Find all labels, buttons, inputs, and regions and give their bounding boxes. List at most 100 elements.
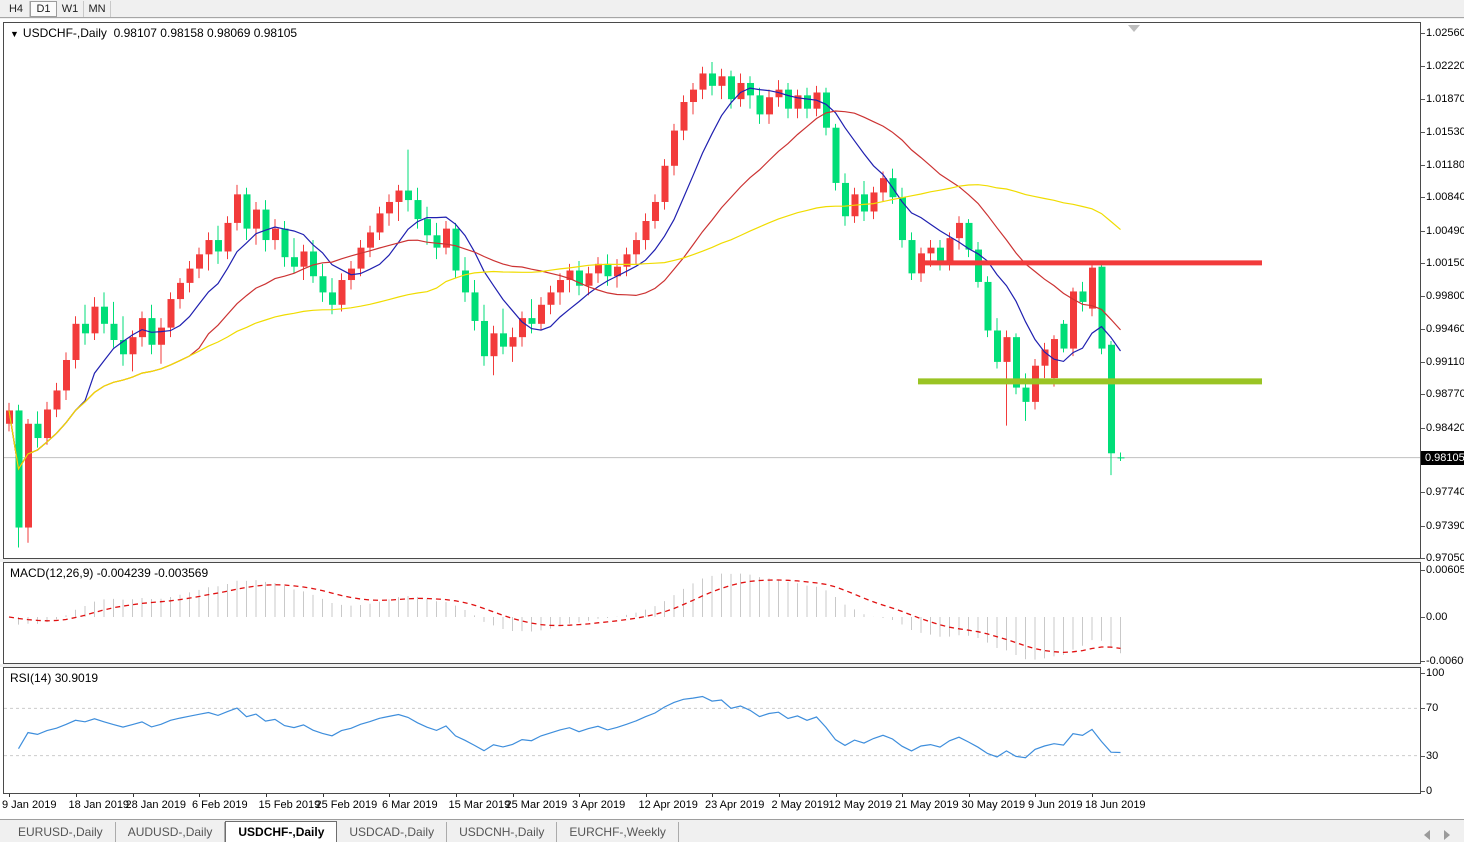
timeframe-toolbar: H4 D1 W1 MN: [0, 0, 1464, 18]
rsi-pane[interactable]: RSI(14) 30.9019: [3, 667, 1421, 794]
tab-eurusd-daily[interactable]: EURUSD-,Daily: [6, 822, 116, 842]
date-axis-tick: [9, 794, 10, 797]
rsi-axis-tick: [1421, 755, 1425, 757]
macd-canvas[interactable]: [4, 563, 1420, 663]
date-axis-label: 9 Jan 2019: [2, 799, 57, 811]
macd-pane[interactable]: MACD(12,26,9) -0.004239 -0.003569: [3, 562, 1421, 664]
chart-tab-bar: EURUSD-,Daily AUDUSD-,Daily USDCHF-,Daily U…: [0, 820, 1464, 842]
macd-axis-tick: [1421, 617, 1425, 618]
date-axis-label: 9 Jun 2019: [1028, 799, 1083, 811]
pane-splitter[interactable]: [0, 664, 1421, 667]
macd-axis-label: -0.006096: [1426, 655, 1464, 667]
price-axis-label: 1.01180: [1426, 158, 1464, 171]
price-axis-label: 0.98420: [1426, 421, 1464, 434]
symbol-dropdown-icon[interactable]: ▼: [10, 29, 19, 39]
price-axis-tick: [1421, 262, 1425, 264]
date-axis-tick: [712, 794, 713, 797]
price-axis-tick: [1421, 164, 1425, 166]
date-axis-label: 30 May 2019: [961, 799, 1026, 811]
date-axis-tick: [902, 794, 903, 797]
rsi-axis-tick: [1421, 673, 1425, 674]
date-axis-tick: [968, 794, 970, 797]
chart-frame: ▼ USDCHF-,Daily 0.98107 0.98158 0.98069 0…: [0, 19, 1464, 820]
price-axis-tick: [1421, 525, 1425, 527]
rsi-canvas[interactable]: [4, 668, 1420, 793]
date-axis-tick: [778, 794, 780, 797]
rsi-value: 30.9019: [54, 671, 99, 685]
date-axis-tick: [75, 794, 77, 797]
rsi-axis-label: 30: [1426, 749, 1439, 762]
price-axis[interactable]: 1.02560 1.02220 1.01870 1.01530 1.01180 1.008…: [1421, 22, 1464, 797]
price-axis-label: 0.97390: [1426, 519, 1464, 532]
date-axis-label: 15 Feb 2019: [258, 799, 321, 811]
date-axis-label: 18 Jan 2019: [68, 799, 130, 811]
macd-axis-tick: [1421, 661, 1425, 662]
chart-title: ▼ USDCHF-,Daily 0.98107 0.98158 0.98069 0…: [10, 26, 297, 40]
date-axis-tick: [132, 794, 134, 797]
price-axis-label: 0.99800: [1426, 290, 1464, 303]
price-axis-label: 1.01870: [1426, 93, 1464, 106]
tab-eurchf-weekly[interactable]: EURCHF-,Weekly: [557, 822, 679, 842]
tab-usdcnh-daily[interactable]: USDCNH-,Daily: [447, 822, 558, 842]
candlestick-canvas[interactable]: [4, 23, 1420, 558]
chart-ohlc-values: 0.98107 0.98158 0.98069 0.98105: [113, 26, 298, 40]
tab-audusd-daily[interactable]: AUDUSD-,Daily: [116, 822, 226, 842]
rsi-axis-tick: [1421, 791, 1425, 792]
date-axis-tick: [389, 794, 390, 797]
price-axis-tick: [1421, 65, 1425, 67]
macd-axis-label: 0.00: [1426, 611, 1448, 623]
date-axis-label: 23 Apr 2019: [705, 799, 765, 811]
date-axis-tick: [579, 794, 580, 797]
current-price-box: 0.98105: [1421, 450, 1464, 465]
rsi-axis-label: 70: [1426, 702, 1439, 715]
date-axis-label: 25 Feb 2019: [315, 799, 378, 811]
price-axis-label: 1.02220: [1426, 59, 1464, 72]
date-axis-tick: [322, 794, 324, 797]
price-axis-label: 0.99110: [1426, 355, 1464, 368]
date-axis-tick: [455, 794, 457, 797]
chart-shift-marker-icon[interactable]: [1128, 25, 1140, 32]
pane-splitter[interactable]: [0, 559, 1421, 562]
timeframe-h4-button[interactable]: H4: [3, 0, 30, 17]
macd-label: MACD(12,26,9) -0.004239 -0.003569: [10, 566, 209, 580]
timeframe-mn-button[interactable]: MN: [84, 0, 111, 17]
price-axis-tick: [1421, 99, 1425, 101]
macd-values: -0.004239 -0.003569: [96, 566, 209, 580]
date-axis-label: 3 Apr 2019: [572, 799, 626, 811]
timeframe-w1-button[interactable]: W1: [57, 0, 84, 17]
price-axis-tick: [1421, 427, 1425, 429]
date-axis-tick: [265, 794, 267, 797]
price-axis-tick: [1421, 361, 1425, 363]
tab-usdchf-daily[interactable]: USDCHF-,Daily: [225, 821, 338, 842]
tab-scroll-right-icon[interactable]: [1444, 830, 1450, 840]
date-axis-label: 18 Jun 2019: [1085, 799, 1146, 811]
tab-usdcad-daily[interactable]: USDCAD-,Daily: [337, 822, 448, 842]
date-axis-tick: [199, 794, 200, 797]
price-axis-tick: [1421, 394, 1425, 396]
macd-axis-label: 0.006058: [1426, 564, 1464, 576]
price-axis-label: 0.99460: [1426, 322, 1464, 335]
price-axis-label: 0.97050: [1426, 552, 1464, 564]
date-axis-label: 12 May 2019: [828, 799, 893, 811]
tab-scroll-left-icon[interactable]: [1424, 830, 1430, 840]
date-axis[interactable]: 9 Jan 2019 18 Jan 2019 28 Jan 2019 6 Feb 20…: [0, 794, 1464, 820]
price-axis-label: 1.01530: [1426, 125, 1464, 138]
timeframe-d1-button[interactable]: D1: [30, 0, 57, 17]
price-axis-tick: [1421, 558, 1425, 559]
price-axis-tick: [1421, 328, 1425, 330]
date-axis-label: 15 Mar 2019: [448, 799, 511, 811]
rsi-axis-tick: [1421, 708, 1425, 710]
main-chart-pane[interactable]: ▼ USDCHF-,Daily 0.98107 0.98158 0.98069 0…: [3, 22, 1421, 559]
date-axis-label: 28 Jan 2019: [125, 799, 187, 811]
price-axis-tick: [1421, 197, 1425, 199]
price-axis-tick: [1421, 131, 1425, 133]
date-axis-label: 21 May 2019: [895, 799, 959, 811]
price-axis-label: 1.02560: [1426, 27, 1464, 40]
date-axis-tick: [1092, 794, 1093, 797]
date-axis-label: 6 Mar 2019: [382, 799, 438, 811]
price-axis-tick: [1421, 296, 1425, 298]
date-axis-tick: [1035, 794, 1036, 797]
rsi-axis-label: 100: [1426, 667, 1445, 679]
date-axis-tick: [512, 794, 514, 797]
macd-axis-tick: [1421, 570, 1425, 571]
